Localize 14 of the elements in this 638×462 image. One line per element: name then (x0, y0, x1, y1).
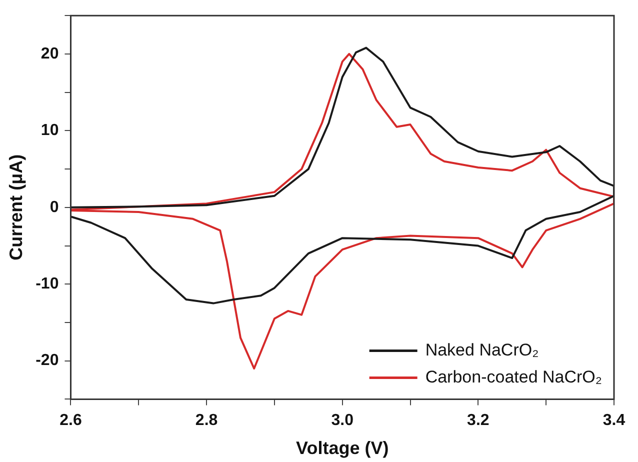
y-tick-label: 0 (50, 198, 59, 216)
x-axis-title: Voltage (V) (296, 438, 389, 458)
legend-label: Carbon-coated NaCrO₂ (425, 367, 602, 386)
y-axis-title: Current (μA) (6, 154, 26, 260)
y-tick-label: -20 (36, 352, 59, 370)
y-tick-label: 20 (40, 45, 59, 62)
x-tick-label: 3.2 (467, 412, 490, 430)
x-tick-label: 2.6 (60, 412, 82, 430)
y-tick-label: -10 (36, 276, 59, 293)
legend-label: Naked NaCrO₂ (425, 340, 539, 360)
x-tick-label: 3.0 (331, 412, 354, 430)
x-tick-label: 3.4 (602, 412, 626, 430)
y-tick-label: 10 (40, 122, 59, 140)
x-tick-label: 2.8 (195, 412, 218, 430)
